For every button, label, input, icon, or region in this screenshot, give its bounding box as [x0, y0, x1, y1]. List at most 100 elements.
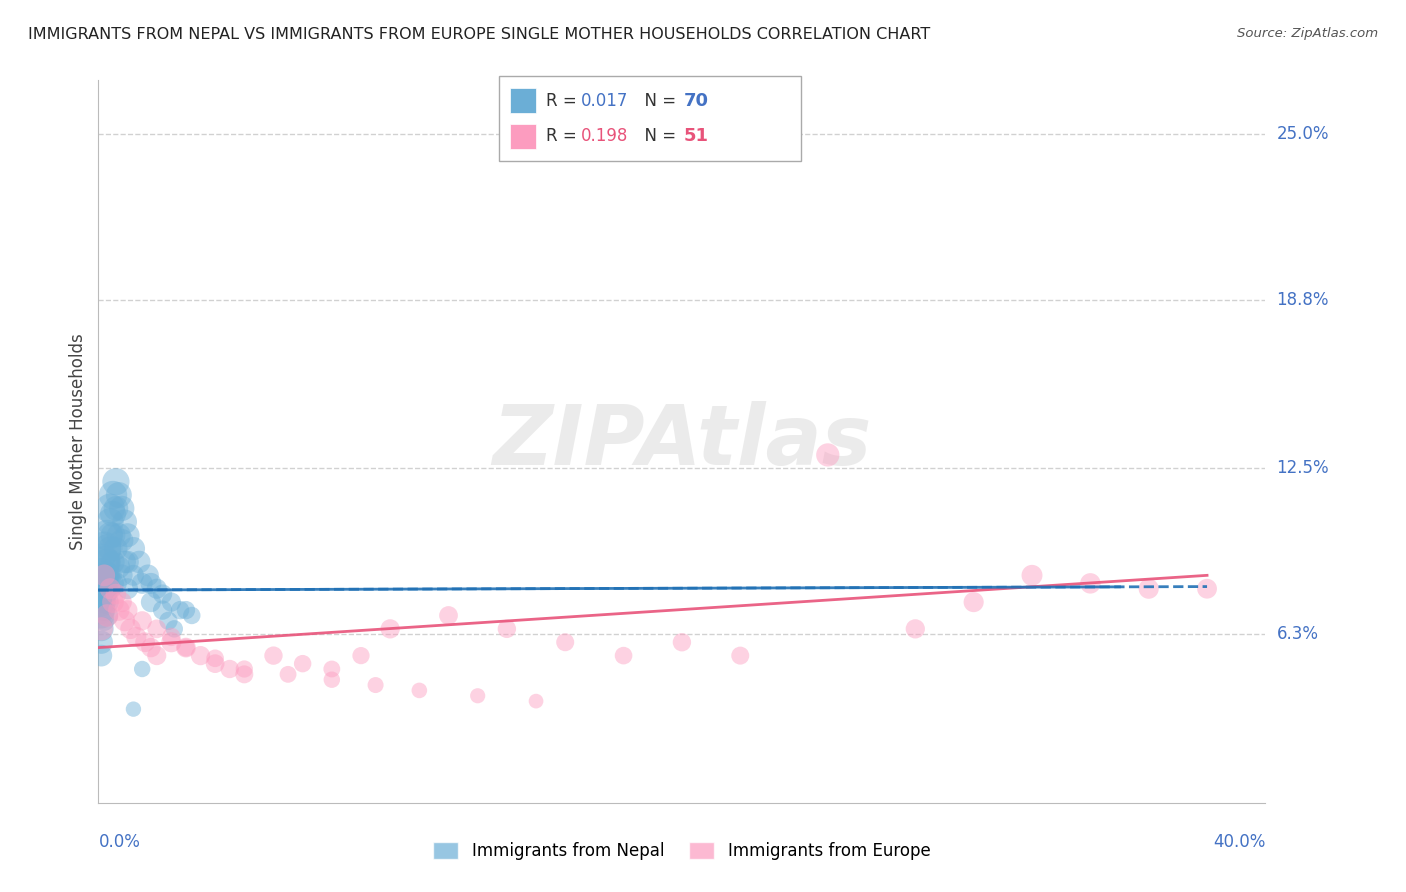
- Point: [190, 648, 212, 663]
- Point: [437, 608, 460, 623]
- Text: 18.8%: 18.8%: [1277, 291, 1329, 309]
- Point: [96, 555, 118, 569]
- Point: [96, 608, 118, 623]
- Point: [364, 678, 387, 692]
- Point: [98, 515, 121, 529]
- Point: [160, 595, 183, 609]
- Point: [467, 689, 489, 703]
- Point: [136, 568, 159, 582]
- Point: [117, 603, 139, 617]
- Point: [93, 541, 115, 556]
- Point: [671, 635, 693, 649]
- Point: [1195, 582, 1218, 596]
- Point: [122, 541, 145, 556]
- Point: [131, 614, 153, 628]
- Point: [90, 622, 112, 636]
- Point: [101, 555, 124, 569]
- Text: 25.0%: 25.0%: [1277, 125, 1329, 143]
- Point: [101, 576, 124, 591]
- Point: [117, 555, 139, 569]
- Point: [174, 603, 197, 617]
- Point: [554, 635, 576, 649]
- Point: [962, 595, 984, 609]
- Legend: Immigrants from Nepal, Immigrants from Europe: Immigrants from Nepal, Immigrants from E…: [427, 835, 936, 867]
- Point: [90, 587, 112, 601]
- Point: [98, 501, 121, 516]
- Point: [98, 541, 121, 556]
- Point: [114, 555, 136, 569]
- Point: [90, 648, 112, 663]
- Point: [612, 648, 634, 663]
- Point: [93, 595, 115, 609]
- Point: [98, 528, 121, 542]
- Point: [93, 582, 115, 596]
- Point: [120, 622, 142, 636]
- Text: N =: N =: [634, 92, 682, 110]
- Point: [350, 648, 373, 663]
- Point: [96, 541, 118, 556]
- Point: [233, 667, 256, 681]
- Point: [96, 608, 118, 623]
- Point: [233, 662, 256, 676]
- Point: [117, 582, 139, 596]
- Point: [101, 595, 124, 609]
- Point: [114, 515, 136, 529]
- Point: [134, 635, 156, 649]
- Point: [160, 635, 183, 649]
- Point: [93, 568, 115, 582]
- Point: [131, 576, 153, 591]
- Point: [101, 528, 124, 542]
- Point: [101, 507, 124, 521]
- Point: [139, 576, 162, 591]
- Point: [128, 555, 150, 569]
- Point: [146, 622, 169, 636]
- Point: [321, 662, 343, 676]
- Point: [90, 622, 112, 636]
- Point: [139, 595, 162, 609]
- Point: [169, 603, 191, 617]
- Point: [524, 694, 547, 708]
- Point: [90, 603, 112, 617]
- Point: [146, 648, 169, 663]
- Text: IMMIGRANTS FROM NEPAL VS IMMIGRANTS FROM EUROPE SINGLE MOTHER HOUSEHOLDS CORRELA: IMMIGRANTS FROM NEPAL VS IMMIGRANTS FROM…: [28, 27, 931, 42]
- Point: [122, 702, 145, 716]
- Point: [152, 603, 174, 617]
- Point: [104, 576, 127, 591]
- Text: 0.198: 0.198: [581, 128, 628, 145]
- Point: [93, 614, 115, 628]
- Point: [96, 582, 118, 596]
- Point: [111, 533, 134, 548]
- Text: R =: R =: [546, 92, 582, 110]
- Text: 0.017: 0.017: [581, 92, 628, 110]
- Point: [90, 568, 112, 582]
- Point: [98, 582, 121, 596]
- Point: [262, 648, 284, 663]
- Point: [146, 582, 169, 596]
- Point: [730, 648, 752, 663]
- Text: 12.5%: 12.5%: [1277, 459, 1329, 477]
- Point: [101, 488, 124, 502]
- Point: [93, 603, 115, 617]
- Point: [90, 595, 112, 609]
- Point: [93, 576, 115, 591]
- Point: [1137, 582, 1160, 596]
- Point: [90, 582, 112, 596]
- Text: N =: N =: [634, 128, 682, 145]
- Point: [817, 448, 839, 462]
- Point: [96, 568, 118, 582]
- Text: 70: 70: [683, 92, 709, 110]
- Point: [204, 651, 226, 665]
- Point: [408, 683, 430, 698]
- Text: Source: ZipAtlas.com: Source: ZipAtlas.com: [1237, 27, 1378, 40]
- Point: [117, 528, 139, 542]
- Point: [1021, 568, 1043, 582]
- Point: [174, 640, 197, 655]
- Point: [93, 568, 115, 582]
- Point: [496, 622, 519, 636]
- Point: [111, 501, 134, 516]
- Point: [160, 630, 183, 644]
- Y-axis label: Single Mother Households: Single Mother Households: [69, 334, 87, 549]
- Point: [131, 662, 153, 676]
- Point: [163, 622, 186, 636]
- Point: [93, 587, 115, 601]
